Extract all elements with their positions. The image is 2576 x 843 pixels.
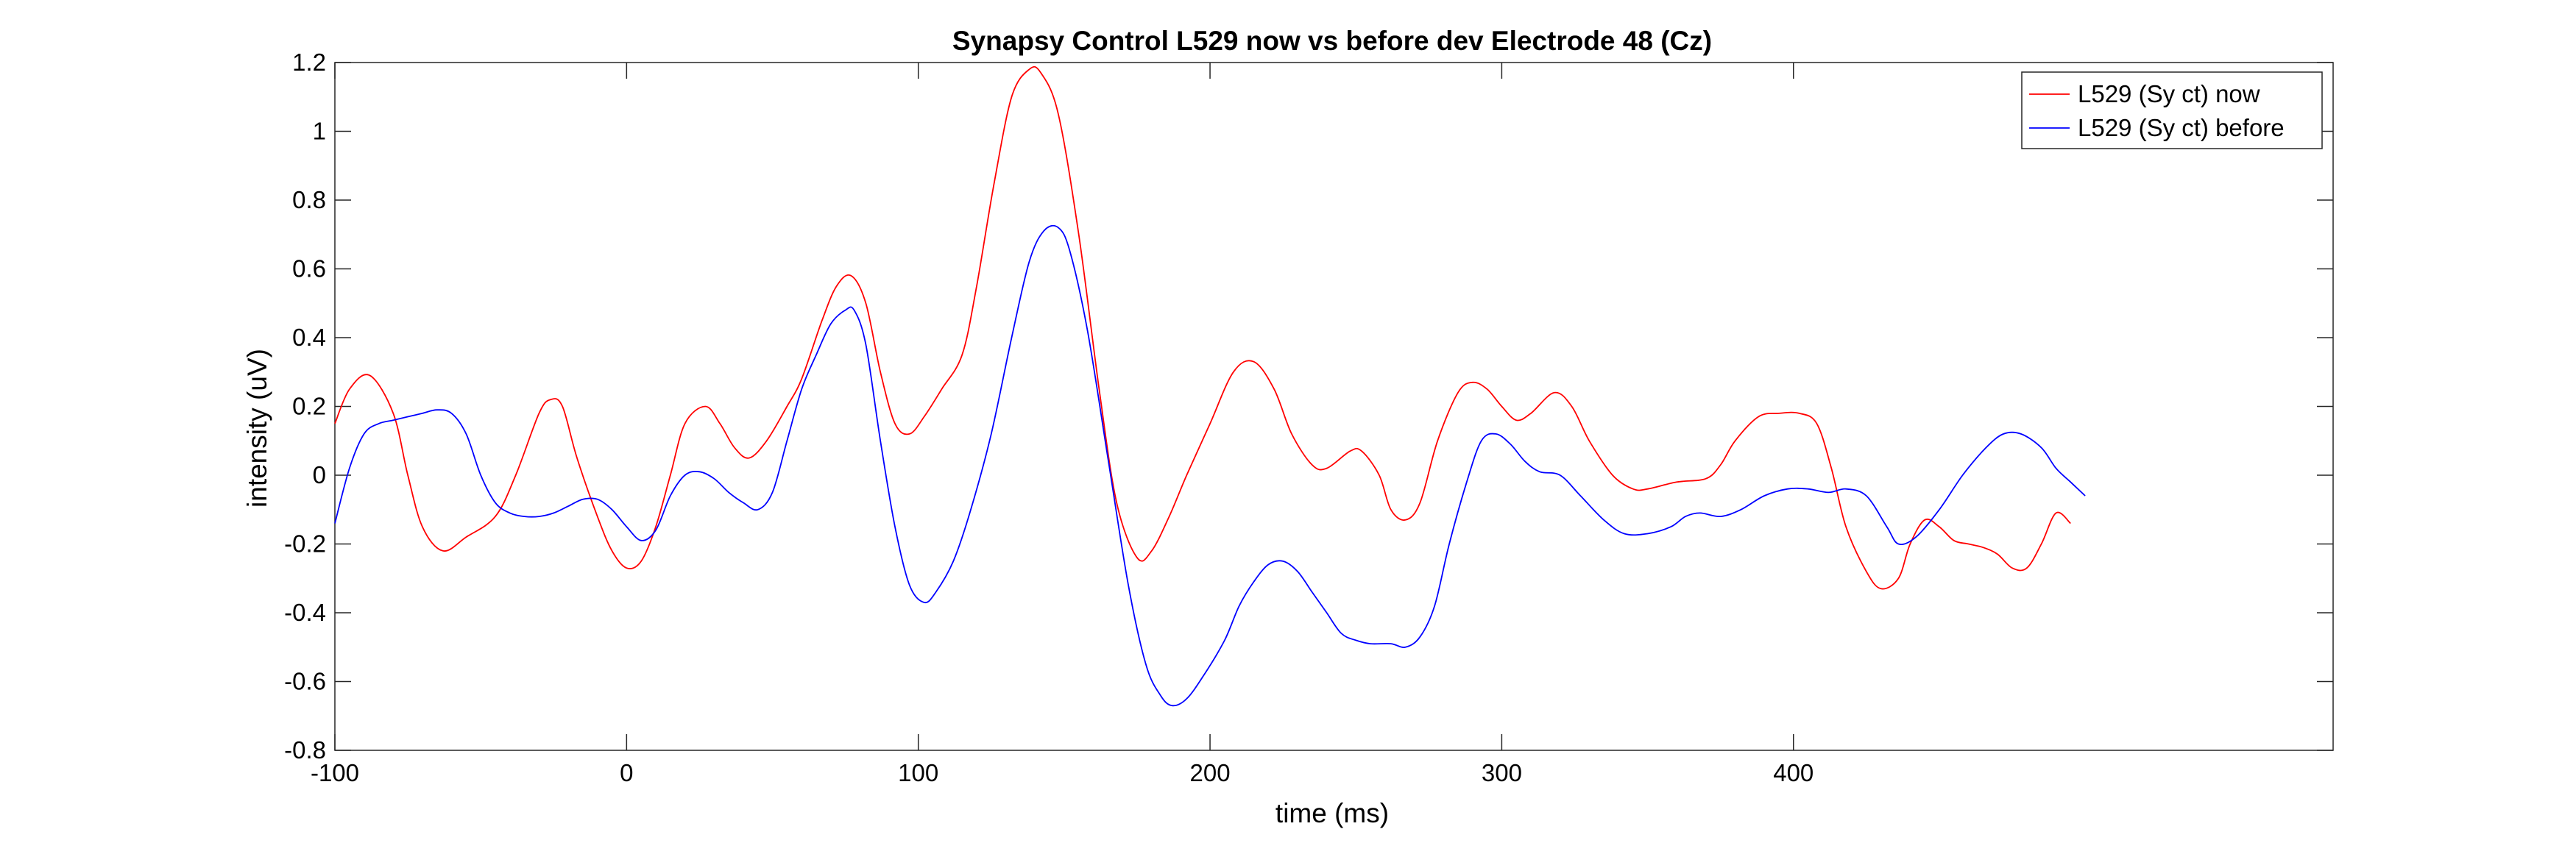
y-tick-label: -0.6 (284, 668, 326, 695)
chart-title: Synapsy Control L529 now vs before dev E… (952, 26, 1712, 56)
x-tick-label: -100 (311, 759, 359, 786)
y-tick-label: -0.4 (284, 599, 326, 626)
y-tick-label: 0 (313, 461, 326, 488)
x-tick-label: 100 (898, 759, 938, 786)
y-tick-label: 0.6 (292, 255, 326, 282)
series-line-now (334, 65, 2071, 590)
series-line-before (334, 224, 2086, 707)
legend: L529 (Sy ct) now L529 (Sy ct) before (2021, 71, 2323, 149)
plot-area: -100 0 100 200 300 400 -0.8 -0.6 -0.4 -0.2 0 0.2 0.4… (284, 49, 2334, 786)
x-tick-label: 300 (1482, 759, 1522, 786)
y-tick-label: 0.4 (292, 324, 326, 351)
x-tick-label: 200 (1190, 759, 1231, 786)
y-tick-label: 1 (313, 118, 326, 145)
y-axis-label: intensity (uV) (242, 349, 272, 508)
x-tick-label: 400 (1773, 759, 1814, 786)
y-tick-label: 1.2 (292, 49, 326, 76)
y-tick-label: -0.8 (284, 736, 326, 764)
y-tick-label: 0.2 (292, 393, 326, 420)
legend-label: L529 (Sy ct) before (2078, 114, 2285, 141)
x-tick-label: 0 (620, 759, 633, 786)
y-tick-label: -0.2 (284, 530, 326, 558)
legend-box (2021, 71, 2323, 149)
y-tick-label: 0.8 (292, 186, 326, 213)
x-axis-label: time (ms) (1275, 798, 1389, 828)
legend-label: L529 (Sy ct) now (2078, 80, 2260, 107)
